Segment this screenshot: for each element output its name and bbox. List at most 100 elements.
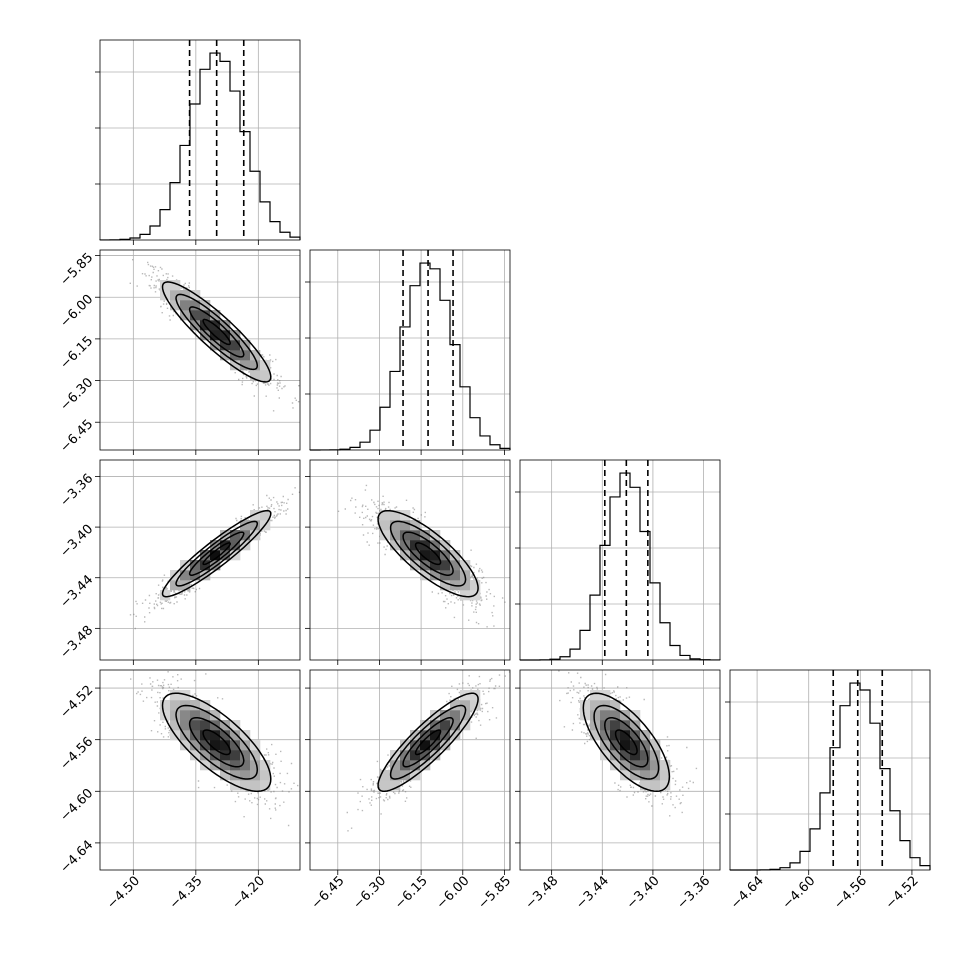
- density-cell: [420, 750, 431, 761]
- density-cell: [220, 740, 231, 751]
- panel-frame: [99, 669, 301, 871]
- density-cell: [260, 370, 271, 381]
- panel-frame: [309, 459, 511, 661]
- density-cell: [600, 710, 611, 721]
- density-cell: [180, 710, 191, 721]
- panel-frame: [519, 459, 721, 661]
- density-cell: [440, 580, 451, 591]
- y-tick-label: −3.40: [58, 522, 97, 561]
- density-cell: [420, 570, 431, 581]
- density-cell: [160, 280, 171, 291]
- density-cell: [590, 730, 601, 741]
- panel-3-1: [305, 669, 511, 875]
- density-cell: [580, 700, 591, 711]
- density-cell: [400, 750, 411, 761]
- y-tick-label: −4.52: [58, 683, 97, 722]
- density-cell: [250, 780, 261, 791]
- density-cell: [590, 700, 601, 711]
- density-cell: [250, 530, 261, 541]
- density-cell: [170, 690, 181, 701]
- density-cell: [620, 750, 631, 761]
- density-cell: [200, 710, 211, 721]
- density-cell: [380, 520, 391, 531]
- density-cell: [390, 780, 401, 791]
- density-cell: [260, 780, 271, 791]
- density-cell: [430, 570, 441, 581]
- density-cell: [410, 730, 421, 741]
- x-tick-label: −4.64: [728, 873, 767, 912]
- panel-frame: [99, 249, 301, 451]
- density-cell: [640, 740, 651, 751]
- density-cell: [170, 700, 181, 711]
- density-cell: [230, 530, 241, 541]
- contour-2: [175, 520, 259, 587]
- density-cell: [170, 300, 181, 311]
- histogram-0: [99, 52, 301, 241]
- density-cell: [250, 370, 261, 381]
- density-cell: [190, 700, 201, 711]
- density-cell: [260, 510, 271, 521]
- contour-0: [614, 729, 638, 756]
- density-cell: [450, 570, 461, 581]
- density-cell: [460, 590, 471, 601]
- contour-1: [402, 717, 454, 768]
- density-cell: [390, 770, 401, 781]
- density-cell: [420, 730, 431, 741]
- density-cell: [640, 750, 651, 761]
- density-cell: [390, 530, 401, 541]
- density-cell: [200, 300, 211, 311]
- y-tick-label: −6.30: [58, 375, 97, 414]
- density-cell: [650, 740, 661, 751]
- density-cell: [650, 770, 661, 781]
- density-cell: [210, 750, 221, 761]
- density-cell: [630, 720, 641, 731]
- density-cell: [620, 770, 631, 781]
- panel-2-0: [95, 459, 301, 665]
- density-cell: [430, 710, 441, 721]
- density-cell: [250, 510, 261, 521]
- x-tick-label: −3.36: [675, 873, 714, 912]
- density-cell: [250, 350, 261, 361]
- density-cell: [620, 740, 631, 751]
- density-cell: [230, 770, 241, 781]
- density-cell: [630, 750, 641, 761]
- density-cell: [650, 780, 661, 791]
- density-cell: [430, 540, 441, 551]
- density-cell: [230, 330, 241, 341]
- density-cell: [180, 740, 191, 751]
- density-cell: [420, 720, 431, 731]
- panel-1-0: [95, 249, 301, 455]
- density-cell: [200, 330, 211, 341]
- panel-frame: [309, 249, 511, 451]
- histogram-1: [309, 262, 511, 451]
- density-cell: [610, 700, 621, 711]
- x-tick-label: −4.35: [167, 873, 206, 912]
- density-cell: [400, 540, 411, 551]
- density-cell: [660, 780, 671, 791]
- density-cell: [450, 720, 461, 731]
- contour-0: [202, 542, 231, 566]
- density-cell: [460, 560, 471, 571]
- density-cell: [240, 520, 251, 531]
- density-cell: [180, 570, 191, 581]
- density-cell: [240, 780, 251, 791]
- density-cell: [430, 560, 441, 571]
- density-cell: [440, 710, 451, 721]
- samples-3-0: [130, 670, 299, 827]
- x-tick-label: −6.45: [309, 873, 348, 912]
- scatter-points: [337, 484, 510, 628]
- density-cell: [610, 720, 621, 731]
- density-cell: [640, 770, 651, 781]
- density-cell: [470, 690, 481, 701]
- density-cell: [590, 690, 601, 701]
- density-cell: [410, 560, 421, 571]
- density-cell: [400, 520, 411, 531]
- density-cell: [250, 750, 261, 761]
- density-cell: [220, 320, 231, 331]
- density-cell: [430, 550, 441, 561]
- density-cell: [210, 560, 221, 571]
- density-cell: [190, 310, 201, 321]
- density-cell: [240, 360, 251, 371]
- density-cell: [160, 710, 171, 721]
- density-cell: [600, 730, 611, 741]
